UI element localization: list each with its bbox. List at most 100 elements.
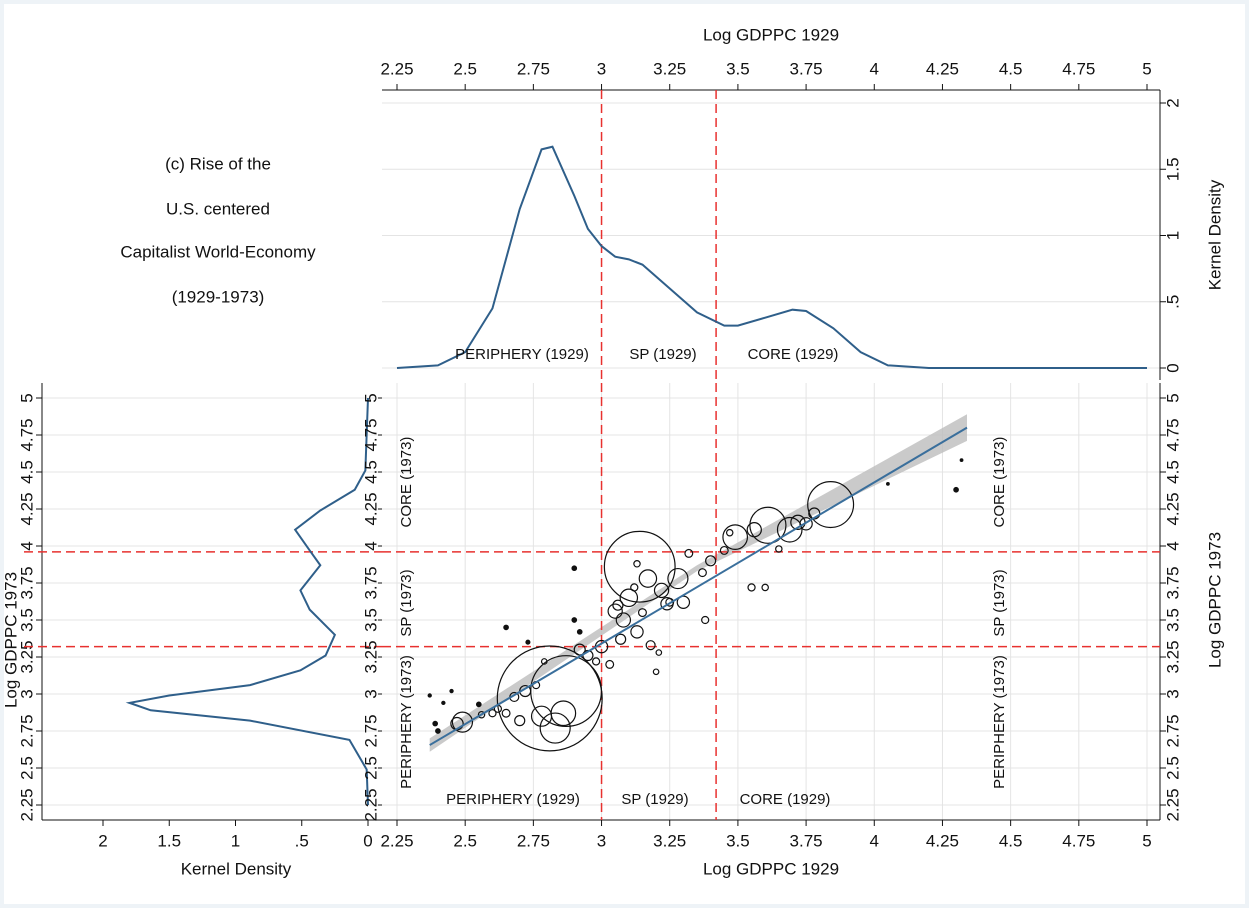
y-tick-label: 4.75 [17,418,36,451]
x-tick-label: 2.5 [453,59,477,78]
bubble [615,612,632,628]
x-tick-label: 2.75 [517,831,550,850]
x-tick-label: 5 [1142,59,1151,78]
bubble [633,559,641,568]
bubble [637,608,647,618]
bubble [746,522,762,538]
y-tick-label: 4 [361,541,380,550]
y-tick-label: 2.75 [17,714,36,747]
x-tick-label: 4.25 [926,831,959,850]
y-tick-label: .5 [1163,295,1182,309]
bubble [747,583,756,592]
bubble [576,629,583,635]
bubble [725,528,734,537]
x-axis-title: Log GDPPC 1929 [703,859,839,878]
bubble [697,568,707,578]
confidence-band [429,414,967,752]
region-label: CORE (1973) [991,437,1008,528]
bubble [953,486,959,493]
bubble [496,645,603,752]
y-tick-label: 2.5 [1163,756,1182,780]
x-tick-label: 5 [1142,831,1151,850]
y-tick-label: 3.5 [1163,608,1182,632]
x-tick-label: 4.75 [1062,59,1095,78]
bubble [665,597,675,607]
bubble [488,709,497,718]
bubble [449,688,454,694]
y-tick-label: 3.5 [17,608,36,632]
y-tick-label: 3.75 [17,566,36,599]
bubble [701,615,710,625]
region-label: CORE (1973) [398,437,415,528]
y-tick-label: 2.5 [17,756,36,780]
bubble [435,728,441,734]
bubble [645,640,656,651]
y-axis-title: Log GDPPC 1973 [1205,532,1224,668]
bubble [630,583,639,592]
region-label: SP (1973) [991,569,1008,636]
y-tick-label: 1 [1163,231,1182,240]
y-tick-label: 4 [17,541,36,550]
bubble [655,649,663,656]
bubble [591,657,601,666]
bubble [761,583,769,592]
x-tick-label: 4 [870,831,879,850]
region-label: PERIPHERY (1973) [398,655,415,789]
y-axis-title: Kernel Density [1205,179,1224,290]
fit-line [429,426,968,746]
y-tick-label: 4.5 [17,460,36,484]
bubble [799,517,813,531]
bubble [652,668,660,676]
y-tick-label: 5 [361,393,380,402]
bubble [530,705,553,727]
x-axis-title: Kernel Density [181,859,292,878]
bubble [775,545,783,553]
title-line: U.S. centered [166,199,270,218]
x-tick-label: 1 [231,831,240,850]
region-label: PERIPHERY (1929) [446,791,580,808]
y-tick-label: 3 [17,689,36,698]
region-label: PERIPHERY (1929) [455,346,589,363]
x-tick-label: 4 [870,59,879,78]
bubble [776,516,803,543]
bubble [653,582,670,599]
x-tick-label: 1.5 [157,831,181,850]
bubble [615,633,627,645]
y-tick-label: 3 [361,689,380,698]
x-tick-label: 4.25 [926,59,959,78]
density-line [396,145,1147,369]
plot-area [42,383,382,820]
x-tick-label: 3.25 [653,831,686,850]
bubble [605,659,615,669]
x-tick-label: 2.25 [380,831,413,850]
y-tick-label: 3 [1163,689,1182,698]
bubble [886,481,890,486]
bubble [427,693,432,698]
bubble [501,708,511,718]
y-tick-label: 2.75 [361,714,380,747]
y-tick-label: 4.75 [361,418,380,451]
x-tick-label: 4.75 [1062,831,1095,850]
bubble [705,555,717,567]
y-tick-label: 2.25 [361,788,380,821]
x-tick-label: 0 [363,831,372,850]
x-tick-label: 2.5 [453,831,477,850]
region-label: SP (1973) [398,569,415,636]
x-tick-label: 4.5 [999,59,1023,78]
bubble [807,481,855,529]
y-tick-label: 3.5 [361,608,380,632]
y-tick-label: 4.25 [1163,492,1182,525]
bubble [540,658,548,665]
y-tick-label: 2.75 [1163,714,1182,747]
bubble [514,715,526,727]
bubble [667,567,689,590]
y-tick-label: 2 [1163,98,1182,107]
title-line: Capitalist World-Economy [120,242,316,261]
y-tick-label: 2.25 [17,788,36,821]
title-line: (c) Rise of the [165,154,271,173]
bubble [477,710,486,719]
bubble [432,720,439,727]
y-tick-label: 5 [1163,393,1182,402]
x-tick-label: 3.5 [726,59,750,78]
